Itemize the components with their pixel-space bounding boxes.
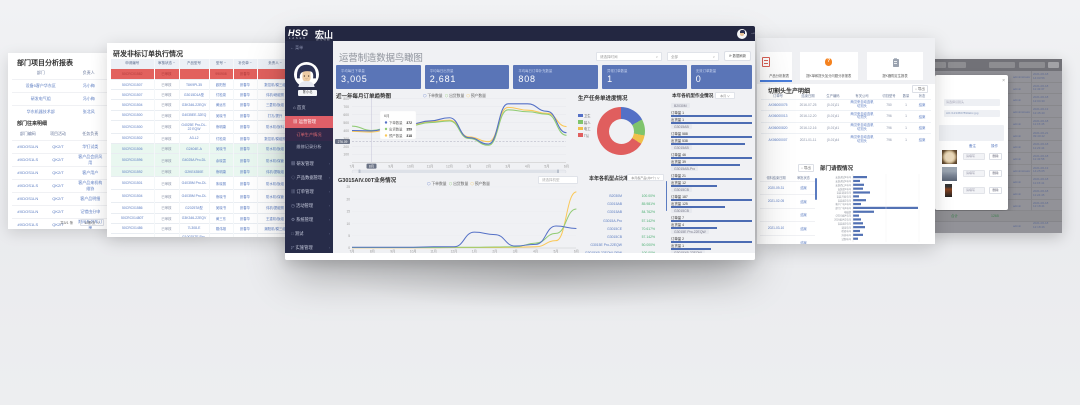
- svg-text:6月: 6月: [384, 113, 390, 118]
- svg-text:安装组1车间: 安装组1车间: [838, 187, 852, 191]
- svg-text:359: 359: [406, 128, 412, 132]
- svg-text:预产数量: 预产数量: [389, 133, 403, 138]
- svg-text:25: 25: [346, 185, 350, 189]
- svg-text:4月: 4月: [525, 164, 530, 168]
- svg-text:12月: 12月: [446, 164, 453, 168]
- svg-text:调试车间: 调试车间: [841, 225, 851, 229]
- svg-text:276.09: 276.09: [338, 140, 348, 144]
- svg-text:8月: 8月: [370, 250, 375, 254]
- svg-text:外协车间: 外协车间: [841, 233, 851, 237]
- svg-text:8月: 8月: [369, 164, 374, 168]
- svg-text:安装调试1车间: 安装调试1车间: [835, 179, 851, 183]
- svg-text:安装组2车间: 安装组2车间: [838, 198, 852, 202]
- svg-text:100: 100: [343, 153, 349, 157]
- svg-text:安装西口1车间: 安装西口1车间: [835, 183, 851, 187]
- svg-text:400: 400: [343, 129, 349, 133]
- svg-text:20: 20: [346, 197, 350, 201]
- svg-text:10月: 10月: [410, 250, 417, 254]
- svg-text:1月: 1月: [472, 250, 477, 254]
- svg-text:7月: 7月: [350, 250, 355, 254]
- svg-text:9月: 9月: [388, 164, 393, 168]
- svg-text:3月: 3月: [513, 250, 518, 254]
- svg-text:200: 200: [343, 145, 349, 149]
- svg-text:5月: 5月: [544, 164, 549, 168]
- svg-text:4月: 4月: [533, 250, 538, 254]
- svg-text:安装组3车间: 安装组3车间: [838, 221, 852, 225]
- svg-text:6月: 6月: [574, 250, 579, 254]
- svg-text:10: 10: [346, 222, 350, 226]
- svg-text:300: 300: [343, 137, 349, 141]
- svg-text:3月: 3月: [505, 164, 510, 168]
- svg-text:2月: 2月: [486, 164, 491, 168]
- svg-text:7月: 7月: [349, 164, 354, 168]
- svg-text:6月: 6月: [564, 164, 569, 168]
- svg-text:安装调试车间: 安装调试车间: [837, 191, 852, 195]
- svg-text:15: 15: [346, 210, 350, 214]
- svg-text:安装开发车间: 安装开发车间: [837, 194, 852, 198]
- svg-text:2月: 2月: [492, 250, 497, 254]
- svg-text:试制车间: 试制车间: [841, 237, 851, 241]
- svg-text:800: 800: [343, 97, 349, 101]
- svg-text:(2016)组4车间: (2016)组4车间: [836, 214, 852, 218]
- svg-text:5月: 5月: [554, 250, 559, 254]
- svg-text:12月: 12月: [451, 250, 458, 254]
- svg-text:700: 700: [343, 105, 349, 109]
- svg-text:2016组(4)2车间: 2016组(4)2车间: [834, 218, 851, 222]
- svg-text:部门广电4车间: 部门广电4车间: [835, 206, 851, 210]
- svg-text:500: 500: [343, 121, 349, 125]
- svg-text:出货数量: 出货数量: [389, 127, 403, 132]
- svg-text:600: 600: [343, 113, 349, 117]
- svg-text:1月: 1月: [466, 164, 471, 168]
- svg-text:客户广电1车间: 客户广电1车间: [835, 202, 851, 206]
- svg-text:11月: 11月: [430, 250, 437, 254]
- svg-text:9月: 9月: [390, 250, 395, 254]
- svg-text:安装调试2车间: 安装调试2车间: [835, 175, 851, 179]
- svg-text:11月: 11月: [427, 164, 434, 168]
- svg-text:下单数量: 下单数量: [389, 120, 403, 125]
- svg-text:5: 5: [348, 234, 350, 238]
- svg-text:电磁部: 电磁部: [844, 210, 852, 214]
- svg-text:372: 372: [406, 121, 412, 125]
- svg-text:0: 0: [348, 246, 350, 250]
- svg-text:318: 318: [406, 134, 412, 138]
- svg-text:10月: 10月: [407, 164, 414, 168]
- svg-text:检修车间: 检修车间: [841, 229, 851, 233]
